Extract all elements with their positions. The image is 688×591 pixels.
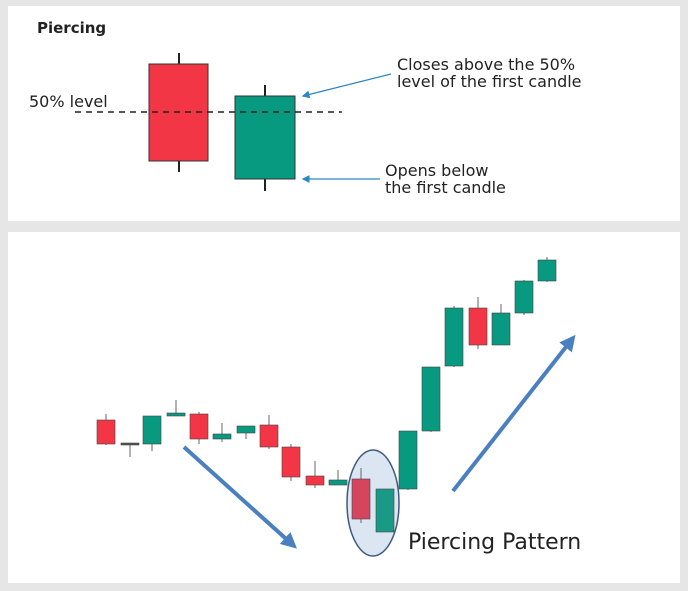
- candle: [96, 414, 116, 445]
- candle-body: [328, 479, 348, 486]
- candle: [212, 423, 232, 442]
- arrow-up-right-icon: [451, 334, 576, 493]
- candle: [328, 470, 348, 486]
- candle: [491, 304, 511, 346]
- candle-body: [514, 280, 534, 314]
- candle-body: [120, 442, 140, 446]
- candle-body: [281, 446, 301, 478]
- candle: [189, 412, 209, 444]
- bottom-panel: [8, 232, 680, 583]
- candle: [281, 444, 301, 481]
- candle: [236, 425, 256, 439]
- candle-body: [537, 259, 557, 282]
- candle-body: [259, 424, 279, 448]
- candle-body: [166, 412, 186, 417]
- candle-body: [212, 433, 232, 440]
- candle: [421, 366, 441, 432]
- candle-body: [189, 413, 209, 440]
- candle-body: [351, 478, 371, 520]
- callout-close: Closes above the 50% level of the first …: [397, 55, 582, 91]
- candle: [120, 442, 140, 457]
- candle-body: [96, 419, 116, 445]
- candle-body: [142, 415, 162, 445]
- arrow-down-right-icon: [182, 445, 297, 549]
- candle-body: [491, 312, 511, 346]
- candle: [375, 488, 395, 533]
- candle: [166, 400, 186, 417]
- candle: [537, 257, 557, 282]
- candle: [351, 468, 371, 523]
- candle-body: [444, 307, 464, 367]
- candle: [444, 306, 464, 367]
- candle: [514, 280, 534, 315]
- top-title: Piercing: [37, 19, 106, 37]
- candle-body: [375, 488, 395, 533]
- candle-body: [421, 366, 441, 432]
- candle: [468, 297, 488, 349]
- callout-arrow-close: [301, 73, 392, 99]
- level-label: 50% level: [29, 92, 108, 111]
- candle: [259, 415, 279, 449]
- second-candle: [234, 85, 296, 191]
- candle-body: [236, 425, 256, 434]
- candle-body: [305, 475, 325, 486]
- pattern-label: Piercing Pattern: [408, 530, 581, 555]
- candle: [305, 461, 325, 488]
- top-panel: [8, 6, 680, 221]
- callout-open: Opens below the first candle: [385, 161, 506, 197]
- candle-body: [398, 430, 418, 490]
- candle-body: [468, 307, 488, 346]
- candles: [96, 257, 557, 533]
- candle: [142, 415, 162, 451]
- candle: [398, 430, 418, 490]
